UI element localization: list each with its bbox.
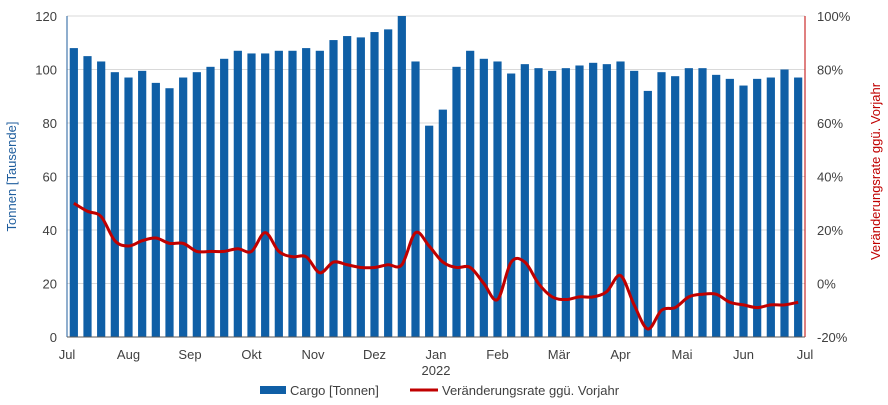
bar — [507, 73, 516, 337]
bar — [657, 72, 666, 338]
bar — [493, 61, 502, 337]
gridlines — [67, 15, 805, 338]
bar — [780, 69, 789, 337]
bar — [329, 40, 338, 337]
x-tick-label: Sep — [178, 347, 201, 362]
bar — [561, 68, 570, 337]
right-tick-label: 20% — [817, 223, 843, 238]
x-tick-label: Jul — [797, 347, 814, 362]
axes — [66, 16, 806, 338]
bar — [233, 50, 242, 338]
x-tick-label: Nov — [301, 347, 325, 362]
bar — [179, 77, 188, 338]
line-series — [73, 201, 799, 331]
bar — [794, 77, 803, 338]
right-axis-title: Veränderungsrate ggü. Vorjahr — [868, 82, 883, 260]
bar — [725, 78, 734, 338]
x-tick-label: Jan — [426, 347, 447, 362]
bar — [425, 125, 434, 337]
x-tick-label: Dez — [363, 347, 386, 362]
left-tick-label: 0 — [50, 330, 57, 345]
bar — [124, 77, 133, 338]
left-tick-label: 80 — [43, 116, 57, 131]
bar — [616, 61, 625, 337]
x-tick-label: Okt — [241, 347, 262, 362]
bar — [384, 29, 393, 337]
bar — [479, 58, 488, 338]
bar — [438, 109, 447, 337]
bar — [97, 61, 106, 337]
bar — [138, 70, 147, 338]
bar — [548, 70, 557, 338]
bar — [343, 36, 352, 337]
bar — [247, 53, 256, 337]
right-tick-label: 80% — [817, 63, 843, 78]
bar — [739, 85, 748, 337]
x-tick-label: Aug — [117, 347, 140, 362]
x-tick-label: Apr — [610, 347, 631, 362]
bar — [575, 65, 584, 338]
bar — [712, 74, 721, 337]
x-axis-ticks: Jul Aug Sep Okt Nov Dez Jan Feb Mär Apr Mai Jun Jul — [59, 347, 814, 362]
bar — [110, 72, 119, 338]
bar — [302, 48, 311, 337]
bar — [753, 78, 762, 338]
bar — [766, 77, 775, 338]
bar — [83, 56, 92, 337]
right-tick-label: -20% — [817, 330, 848, 345]
left-tick-label: 20 — [43, 277, 57, 292]
legend: Cargo [Tonnen] Veränderungsrate ggü. Vor… — [260, 383, 620, 398]
bar — [206, 66, 215, 337]
x-tick-label: Mär — [548, 347, 571, 362]
bar — [151, 82, 160, 337]
bar — [315, 50, 324, 338]
right-tick-label: 0% — [817, 277, 836, 292]
bar — [630, 70, 639, 338]
right-tick-label: 60% — [817, 116, 843, 131]
legend-label-cargo: Cargo [Tonnen] — [290, 383, 379, 398]
bar — [69, 48, 78, 337]
left-tick-label: 60 — [43, 170, 57, 185]
bar — [397, 16, 406, 337]
bar — [602, 64, 611, 338]
left-tick-label: 120 — [35, 9, 57, 24]
left-axis-title: Tonnen [Tausende] — [4, 122, 19, 232]
legend-swatch-cargo — [260, 386, 286, 394]
x-tick-label: Feb — [486, 347, 508, 362]
bar — [370, 32, 379, 338]
bar — [261, 53, 270, 337]
x-tick-label: Jul — [59, 347, 76, 362]
bar — [411, 61, 420, 337]
left-tick-label: 100 — [35, 63, 57, 78]
x-axis-year-label: 2022 — [422, 363, 451, 378]
bar — [466, 50, 475, 338]
x-tick-label: Jun — [733, 347, 754, 362]
bar-series — [69, 16, 803, 338]
bar — [192, 72, 201, 338]
bar — [220, 58, 229, 338]
x-tick-label: Mai — [672, 347, 693, 362]
bar — [288, 50, 297, 338]
bar — [671, 76, 680, 337]
left-axis-ticks: 0 20 40 60 80 100 120 — [35, 9, 57, 345]
bar — [520, 64, 529, 338]
bar — [165, 88, 174, 337]
bar — [452, 66, 461, 337]
change-rate-line — [73, 201, 799, 331]
legend-label-change-rate: Veränderungsrate ggü. Vorjahr — [442, 383, 620, 398]
bar — [274, 50, 283, 338]
bar — [643, 90, 652, 338]
bar — [698, 68, 707, 337]
bar — [589, 62, 598, 337]
right-tick-label: 100% — [817, 9, 851, 24]
right-tick-label: 40% — [817, 170, 843, 185]
bar — [356, 37, 365, 338]
bar — [534, 68, 543, 337]
bar — [684, 68, 693, 337]
right-axis-ticks: -20% 0% 20% 40% 60% 80% 100% — [817, 9, 851, 345]
left-tick-label: 40 — [43, 223, 57, 238]
